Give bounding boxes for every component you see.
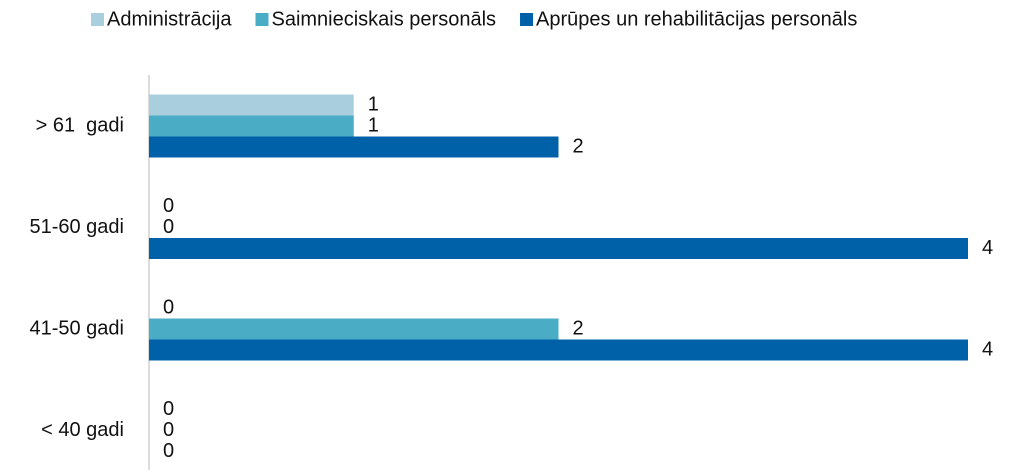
data-label: 0 — [163, 398, 174, 420]
data-label: 1 — [368, 93, 379, 115]
data-label: 2 — [573, 317, 584, 339]
data-label: 0 — [163, 419, 174, 441]
bar — [149, 318, 559, 340]
bar — [149, 94, 354, 116]
legend-swatch — [520, 13, 534, 26]
bar — [149, 339, 968, 361]
data-label: 0 — [163, 296, 174, 318]
bar — [149, 136, 559, 158]
data-label: 4 — [982, 338, 993, 360]
data-label: 4 — [982, 237, 993, 259]
data-label: 0 — [163, 195, 174, 217]
legend-label: Saimnieciskais personāls — [271, 8, 496, 30]
bar — [149, 115, 354, 137]
data-label: 0 — [163, 440, 174, 462]
data-label: 1 — [368, 114, 379, 136]
data-label: 2 — [573, 135, 584, 157]
legend-swatch — [91, 13, 104, 26]
y-tick-label: 41-50 gadi — [29, 317, 124, 339]
legend-swatch — [255, 13, 269, 26]
y-tick-label: 51-60 gadi — [29, 216, 124, 238]
bar — [149, 238, 968, 259]
data-label: 0 — [163, 216, 174, 238]
y-tick-label: < 40 gadi — [41, 419, 124, 441]
legend-label: Administrācija — [107, 8, 232, 30]
legend-label: Aprūpes un rehabilitācijas personāls — [536, 8, 857, 30]
y-tick-label: > 61 gadi — [36, 114, 124, 136]
